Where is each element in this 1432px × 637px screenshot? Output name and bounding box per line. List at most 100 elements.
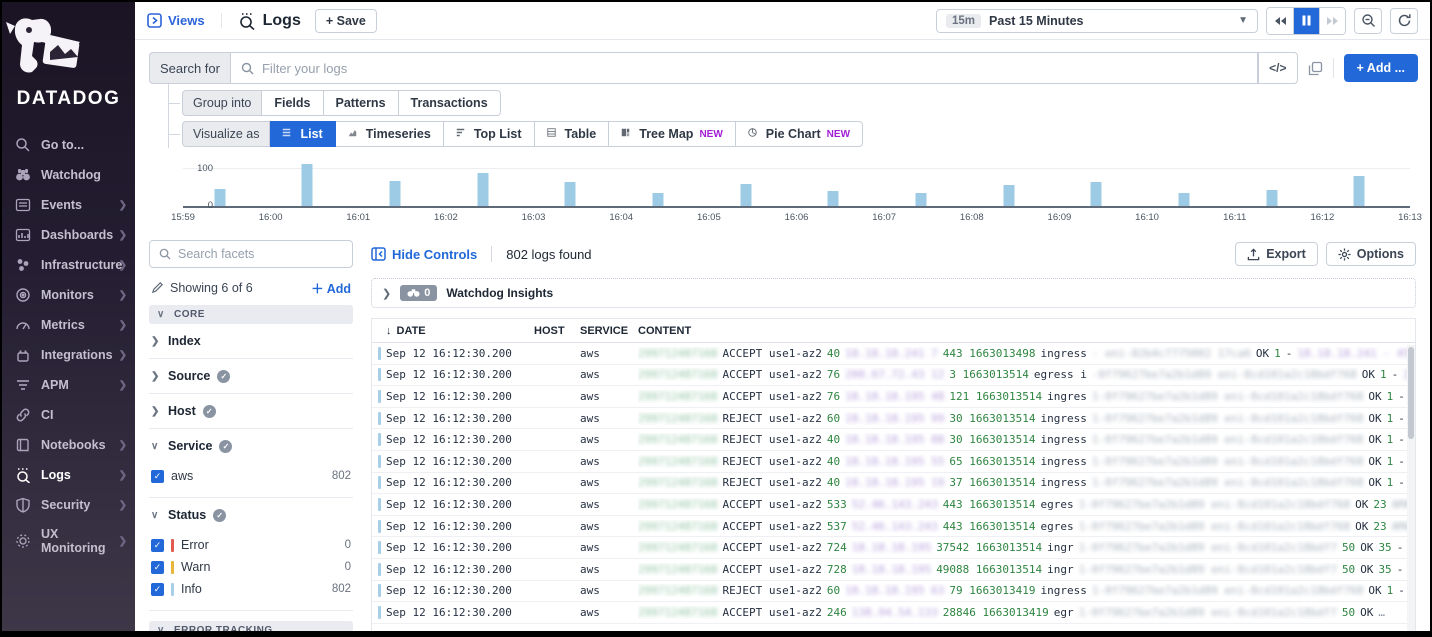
sidebar-item-label: Go to...	[41, 138, 85, 152]
sidebar-item-dashboards[interactable]: Dashboards ❯	[2, 220, 135, 250]
datadog-logo[interactable]: DATADOG	[2, 2, 135, 114]
log-row[interactable]: Sep 12 16:12:30.200 aws 299712487168 ACCEPT…	[372, 516, 1415, 538]
log-row[interactable]: Sep 12 16:12:30.200 aws 299712487168 ACCEPT…	[372, 386, 1415, 408]
facet-section-error-tracking[interactable]: ∨ ERROR TRACKING	[149, 621, 353, 631]
viz-tab-table[interactable]: Table	[534, 121, 610, 147]
log-volume-histogram[interactable]: 100 0 15:59 16:00 16:01 16:02 16:03 16:04 16:0…	[149, 162, 1422, 226]
group-tabs: Fields Patterns Transactions	[262, 90, 501, 116]
forward-button[interactable]	[1319, 7, 1345, 34]
log-content-segment: 18.18.18.195 55	[845, 454, 945, 468]
add-button[interactable]: + Add ...	[1343, 54, 1418, 82]
log-row[interactable]: Sep 12 16:12:30.200 aws 299712487168 ACCEPT…	[372, 602, 1415, 624]
sidebar-item-integrations[interactable]: Integrations ❯	[2, 340, 135, 370]
facet-source[interactable]: ❯ Source ✓	[149, 359, 353, 394]
save-button[interactable]: + Save	[314, 8, 377, 33]
log-row[interactable]: Sep 12 16:12:30.200 aws 299712487168 ACCEPT…	[372, 537, 1415, 559]
sidebar-item-monitors[interactable]: Monitors ❯	[2, 280, 135, 310]
sidebar-item-metrics[interactable]: Metrics ❯	[2, 310, 135, 340]
log-row[interactable]: Sep 12 16:12:30.200 aws 299712487168 ACCEPT…	[372, 365, 1415, 387]
log-content-segment: 28846 1663013419	[942, 605, 1049, 619]
histogram-bar-16:06[interactable]	[827, 190, 839, 206]
histogram-bar-16:07[interactable]	[915, 193, 927, 206]
viz-tab-pie-chart[interactable]: Pie Chart NEW	[735, 121, 864, 147]
histogram-bar-16:09[interactable]	[1090, 182, 1102, 206]
query-syntax-button[interactable]: </>	[1258, 52, 1298, 84]
watchdog-icon	[407, 289, 420, 297]
facet-status[interactable]: ∨ Status ✓	[149, 498, 353, 532]
facet-add-button[interactable]: ＋ Add	[311, 282, 351, 296]
histogram-bar-16:10[interactable]	[1178, 193, 1190, 206]
viz-tab-list[interactable]: List	[270, 121, 336, 147]
sidebar-item-infrastructure[interactable]: Infrastructure ❯	[2, 250, 135, 280]
sidebar-item-notebooks[interactable]: Notebooks ❯	[2, 430, 135, 460]
scrollbar-thumb[interactable]	[1408, 347, 1414, 439]
options-button[interactable]: Options	[1325, 242, 1416, 266]
group-tab-patterns[interactable]: Patterns	[323, 90, 399, 116]
time-range-select[interactable]: 15m Past 15 Minutes ▼	[936, 8, 1258, 33]
log-table-scrollbar[interactable]	[1407, 345, 1415, 631]
copy-button[interactable]	[1308, 61, 1323, 76]
new-badge: NEW	[826, 128, 851, 140]
histogram-bar-16:00[interactable]	[301, 164, 313, 206]
checkbox-checked[interactable]: ✓	[151, 469, 164, 483]
sidebar-item-ux-monitoring[interactable]: UX Monitoring ❯	[2, 520, 135, 562]
sidebar-item-ci[interactable]: CI	[2, 400, 135, 430]
group-tab-fields[interactable]: Fields	[262, 90, 324, 116]
histogram-bar-16:04[interactable]	[652, 192, 664, 206]
export-button[interactable]: Export	[1235, 242, 1318, 266]
zoom-out-button[interactable]	[1354, 7, 1382, 34]
histogram-bar-16:05[interactable]	[740, 183, 752, 206]
histogram-bar-16:03[interactable]	[564, 182, 576, 206]
hide-controls-button[interactable]: Hide Controls	[371, 247, 477, 262]
sidebar-item-apm[interactable]: APM ❯	[2, 370, 135, 400]
histogram-bar-16:01[interactable]	[389, 181, 401, 206]
histogram-bar-15:59[interactable]	[214, 188, 226, 206]
filter-input[interactable]	[261, 60, 1248, 76]
log-row[interactable]: Sep 12 16:12:30.200 aws 299712487168 ACCEPT…	[372, 494, 1415, 516]
pause-button[interactable]	[1293, 7, 1319, 34]
histogram-bar-16:11[interactable]	[1266, 190, 1278, 206]
column-header-service[interactable]: SERVICE	[580, 324, 629, 337]
sidebar-item-security[interactable]: Security ❯	[2, 490, 135, 520]
facet-value-error[interactable]: ✓ Error 0	[151, 534, 351, 556]
log-row[interactable]: Sep 12 16:12:30.200 aws 299712487168 REJECT…	[372, 581, 1415, 603]
viz-tab-tree-map[interactable]: Tree Map NEW	[609, 121, 736, 147]
sidebar-item-logs[interactable]: Logs ❯	[2, 460, 135, 490]
facet-value-info[interactable]: ✓ Info 802	[151, 578, 351, 600]
histogram-bar-16:08[interactable]	[1003, 185, 1015, 206]
facet-service[interactable]: ∨ Service ✓	[149, 429, 353, 463]
viz-tab-timeseries[interactable]: Timeseries	[335, 121, 444, 147]
facet-index[interactable]: ❯ Index	[149, 324, 353, 359]
facet-value-warn[interactable]: ✓ Warn 0	[151, 556, 351, 578]
log-row[interactable]: Sep 12 16:12:30.200 aws 299712487168 REJECT…	[372, 408, 1415, 430]
divider	[491, 246, 493, 262]
refresh-button[interactable]	[1390, 7, 1418, 34]
column-header-date[interactable]: ↓ DATE	[386, 324, 426, 337]
facet-value-aws[interactable]: ✓ aws 802	[151, 465, 351, 487]
sidebar-item-go-to[interactable]: Go to...	[2, 130, 135, 160]
log-row[interactable]: Sep 12 16:12:30.200 aws 299712487168 ACCEPT…	[372, 343, 1415, 365]
sidebar-item-events[interactable]: Events ❯	[2, 190, 135, 220]
checkbox-checked[interactable]: ✓	[151, 560, 164, 574]
column-header-content[interactable]: CONTENT	[638, 324, 692, 337]
watchdog-insights[interactable]: ❯ 0 Watchdog Insights	[371, 278, 1416, 308]
checkbox-checked[interactable]: ✓	[151, 582, 164, 596]
viz-tab-top-list[interactable]: Top List	[443, 121, 535, 147]
sidebar-item-watchdog[interactable]: Watchdog	[2, 160, 135, 190]
checkbox-checked[interactable]: ✓	[151, 538, 164, 552]
views-button[interactable]: Views	[147, 13, 222, 28]
log-row[interactable]: Sep 12 16:12:30.200 aws 299712487168 REJECT…	[372, 451, 1415, 473]
rewind-button[interactable]	[1267, 7, 1293, 34]
log-row[interactable]: Sep 12 16:12:30.200 aws 299712487168 ACCEPT…	[372, 559, 1415, 581]
viz-tabs: List Timeseries Top List Table Tree Map NEW Pi…	[270, 121, 864, 147]
facet-section-core[interactable]: ∨ CORE	[149, 305, 353, 324]
facet-enabled-icon: ✓	[213, 508, 227, 522]
histogram-bar-16:12[interactable]	[1353, 176, 1365, 206]
facet-search-input[interactable]	[178, 247, 343, 261]
log-row[interactable]: Sep 12 16:12:30.200 aws 299712487168 REJECT…	[372, 473, 1415, 495]
log-row[interactable]: Sep 12 16:12:30.200 aws 299712487168 REJECT…	[372, 429, 1415, 451]
facet-host[interactable]: ❯ Host ✓	[149, 394, 353, 429]
column-header-host[interactable]: HOST	[534, 324, 565, 337]
histogram-bar-16:02[interactable]	[477, 172, 489, 206]
group-tab-transactions[interactable]: Transactions	[398, 90, 501, 116]
